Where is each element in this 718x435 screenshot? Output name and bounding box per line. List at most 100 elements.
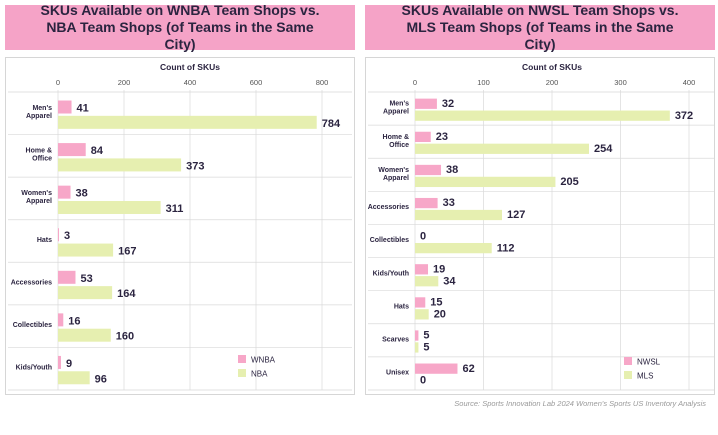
- category-label: Apparel: [383, 175, 409, 182]
- x-tick-label: 400: [184, 78, 197, 87]
- category-label: Accessories: [368, 204, 409, 211]
- data-label: 53: [80, 273, 92, 285]
- x-tick-label: 800: [316, 78, 329, 87]
- bar-mls: [415, 143, 589, 154]
- bar-wnba: [58, 100, 72, 114]
- bar-wnba: [58, 313, 64, 327]
- data-label: 34: [443, 275, 456, 287]
- category-label: Scarves: [382, 337, 409, 344]
- data-label: 19: [433, 263, 445, 275]
- data-label: 38: [446, 164, 458, 176]
- category-label: Kids/Youth: [373, 270, 409, 277]
- chart-title: SKUs Available on NWSL Team Shops vs. ML…: [401, 2, 679, 52]
- bar-nba: [58, 200, 161, 214]
- data-label: 784: [322, 118, 341, 130]
- source-note: Source: Sports Innovation Lab 2024 Women…: [454, 399, 706, 408]
- category-label: Hats: [394, 303, 409, 310]
- x-tick-label: 600: [250, 78, 263, 87]
- legend-label: MLS: [637, 372, 653, 381]
- bar-nwsl: [415, 330, 419, 341]
- x-tick-label: 400: [683, 78, 696, 87]
- chart-area: Count of SKUs 0 100 200 300 400 Men's Apparel 32…: [365, 57, 715, 395]
- category-label: Apparel: [26, 113, 52, 120]
- data-label: 41: [77, 103, 89, 115]
- category-label: Men's: [32, 105, 52, 112]
- data-label: 127: [507, 209, 525, 221]
- category-label: Kids/Youth: [16, 365, 52, 372]
- category-label: Home &: [26, 148, 52, 155]
- data-label: 311: [166, 203, 184, 215]
- data-label: 0: [420, 230, 426, 242]
- data-label: 160: [116, 331, 134, 343]
- wnba-nba-panel: SKUs Available on WNBA Team Shops vs. NB…: [5, 2, 355, 397]
- data-label: 38: [76, 188, 88, 200]
- chart-title-box: SKUs Available on NWSL Team Shops vs. ML…: [365, 2, 715, 52]
- chart-title: SKUs Available on WNBA Team Shops vs. NB…: [40, 2, 320, 52]
- category-label: Women's: [378, 167, 409, 174]
- x-tick-label: 0: [413, 78, 417, 87]
- legend-swatch: [238, 369, 246, 377]
- bar-wnba: [58, 270, 76, 284]
- x-tick-label: 100: [477, 78, 490, 87]
- x-axis-title: Count of SKUs: [522, 62, 582, 72]
- data-label: 96: [95, 373, 107, 385]
- bar-nba: [58, 243, 114, 257]
- bar-wnba: [58, 185, 71, 199]
- category-label: Office: [389, 142, 409, 149]
- bar-mls: [415, 209, 502, 221]
- bar-wnba: [58, 228, 59, 242]
- bar-nwsl: [415, 297, 426, 308]
- nwsl-mls-panel: SKUs Available on NWSL Team Shops vs. ML…: [365, 2, 715, 397]
- bar-nba: [58, 328, 111, 342]
- category-label: Collectibles: [13, 322, 52, 329]
- bar-nwsl: [415, 363, 458, 374]
- data-label: 5: [423, 330, 429, 342]
- bar-nwsl: [415, 98, 437, 109]
- x-axis-title: Count of SKUs: [160, 62, 220, 72]
- bar-wnba: [58, 143, 86, 157]
- data-label: 15: [430, 297, 442, 309]
- bar-mls: [415, 309, 429, 320]
- legend-swatch: [238, 355, 246, 363]
- data-label: 32: [442, 98, 454, 110]
- bar-nba: [58, 371, 90, 385]
- chart-area: Count of SKUs 0 200 400 600 800 Men's Apparel 41…: [5, 57, 355, 395]
- chart-title-box: SKUs Available on WNBA Team Shops vs. NB…: [5, 2, 355, 52]
- data-label: 0: [420, 375, 426, 387]
- data-label: 9: [66, 358, 72, 370]
- bar-nwsl: [415, 197, 438, 209]
- category-label: Apparel: [26, 198, 52, 205]
- data-label: 3: [64, 230, 70, 242]
- bar-nba: [58, 158, 182, 172]
- category-label: Apparel: [383, 109, 409, 116]
- data-label: 84: [91, 145, 104, 157]
- data-label: 254: [594, 143, 613, 155]
- category-label: Office: [32, 156, 52, 163]
- legend-swatch: [624, 371, 632, 379]
- x-tick-label: 200: [546, 78, 559, 87]
- legend-label: WNBA: [251, 356, 276, 365]
- category-label: Unisex: [386, 370, 409, 377]
- bar-mls: [415, 110, 670, 121]
- data-label: 62: [462, 363, 474, 375]
- data-label: 20: [434, 308, 446, 320]
- category-label: Hats: [37, 237, 52, 244]
- data-label: 112: [497, 242, 515, 254]
- data-label: 33: [443, 197, 455, 209]
- bar-mls: [415, 242, 492, 254]
- bar-nwsl: [415, 264, 429, 275]
- x-tick-label: 300: [614, 78, 627, 87]
- bar-wnba: [58, 355, 61, 369]
- data-label: 205: [560, 176, 578, 188]
- bar-nwsl: [415, 164, 442, 176]
- category-label: Women's: [21, 190, 52, 197]
- data-label: 373: [186, 160, 204, 172]
- legend-label: NWSL: [637, 358, 661, 367]
- category-label: Collectibles: [370, 237, 409, 244]
- bar-mls: [415, 176, 556, 188]
- legend-swatch: [624, 357, 632, 365]
- bar-nba: [58, 286, 113, 300]
- category-label: Men's: [389, 101, 409, 108]
